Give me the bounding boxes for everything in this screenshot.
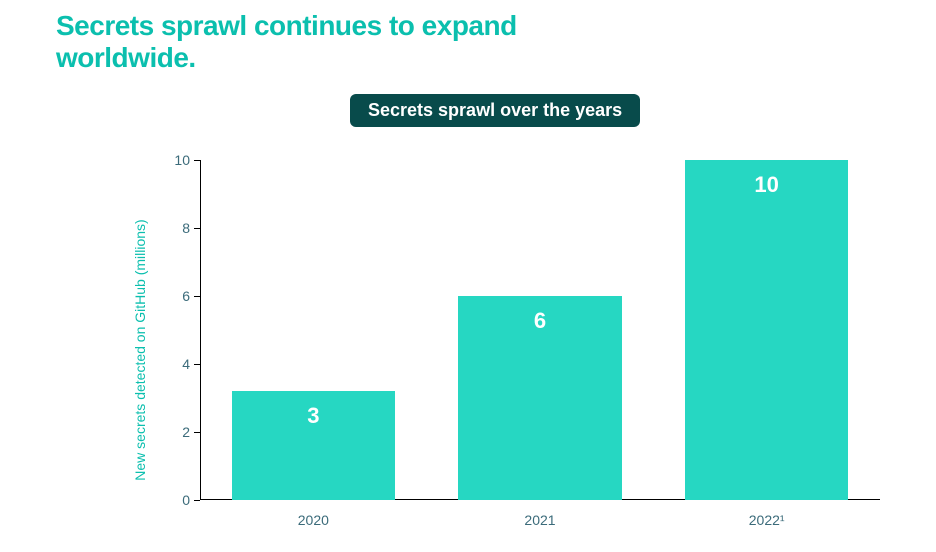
y-tick-label: 6 [182,288,190,304]
y-axis-label: New secrets detected on GitHub (millions… [132,219,148,480]
y-axis-line [200,160,201,500]
bar-value-label: 3 [232,403,395,429]
bar-value-label: 6 [458,308,621,334]
chart-bar: 3 [232,391,395,500]
chart-plot: 02468103202062021102022¹ [200,160,880,500]
y-tick-label: 4 [182,356,190,372]
y-tick [194,364,200,365]
y-tick [194,228,200,229]
x-tick-label: 2022¹ [749,512,785,528]
y-tick [194,160,200,161]
chart-bar: 10 [685,160,848,500]
bar-value-label: 10 [685,172,848,198]
x-tick-label: 2020 [298,512,329,528]
page-heading: Secrets sprawl continues to expand world… [56,10,656,74]
chart-title-pill: Secrets sprawl over the years [350,94,640,127]
y-tick [194,296,200,297]
y-tick [194,432,200,433]
chart-area: New secrets detected on GitHub (millions… [140,160,880,540]
y-tick-label: 0 [182,492,190,508]
x-tick-label: 2021 [524,512,555,528]
y-tick-label: 8 [182,220,190,236]
chart-bar: 6 [458,296,621,500]
y-tick-label: 10 [174,152,190,168]
y-tick [194,500,200,501]
y-tick-label: 2 [182,424,190,440]
